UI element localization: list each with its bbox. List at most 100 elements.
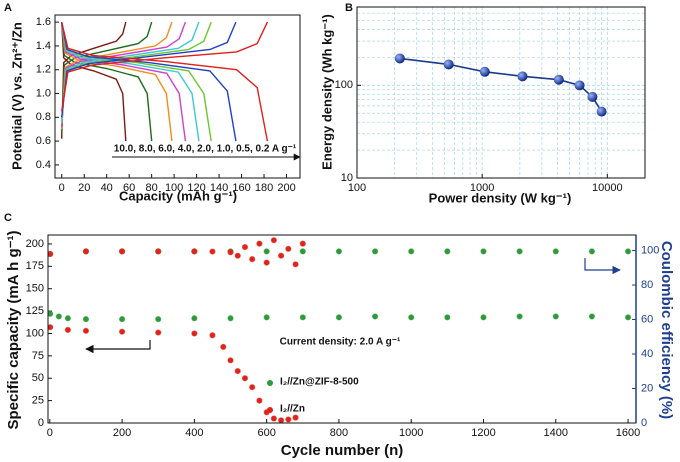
panel-label: C — [4, 212, 12, 224]
point — [588, 248, 596, 255]
y-tick-label: 50 — [32, 372, 44, 384]
point — [443, 59, 454, 70]
point — [82, 316, 90, 323]
point — [480, 248, 487, 255]
point — [553, 74, 564, 85]
y2-tick-label: 60 — [641, 313, 653, 325]
y-tick-label: 1.2 — [36, 64, 51, 76]
point — [263, 248, 270, 255]
point — [624, 248, 632, 255]
x-tick-label: 1200 — [471, 427, 495, 439]
point — [48, 324, 54, 331]
point — [48, 310, 54, 317]
point — [285, 416, 292, 423]
point — [118, 248, 126, 255]
y-tick-label: 25 — [32, 395, 44, 407]
point — [263, 314, 270, 321]
y-tick-label: 10 — [341, 172, 353, 184]
y-tick-label: 0.4 — [36, 159, 51, 171]
point — [479, 66, 490, 77]
y-tick-label: 125 — [26, 305, 44, 317]
point — [48, 250, 54, 258]
point — [191, 248, 198, 255]
plot-area — [48, 237, 632, 423]
point — [299, 314, 306, 321]
point — [118, 316, 126, 323]
x-axis-title: Cycle number (n) — [281, 442, 404, 459]
point — [516, 248, 523, 255]
x-tick-label: 1600 — [616, 427, 640, 439]
point — [234, 252, 241, 259]
x-tick-label: 140 — [210, 182, 228, 194]
point — [517, 71, 528, 82]
panel-label: A — [4, 2, 12, 14]
point — [588, 313, 596, 320]
point — [227, 315, 234, 322]
point — [444, 248, 451, 255]
point — [227, 249, 234, 256]
point — [335, 314, 343, 321]
y-tick-label: 100 — [335, 79, 353, 91]
y-tick-label: 1.6 — [36, 16, 51, 28]
legend-marker — [267, 380, 273, 386]
point — [552, 248, 559, 255]
point — [118, 328, 126, 335]
point — [408, 314, 415, 321]
y2-tick-label: 20 — [641, 382, 653, 394]
point — [220, 343, 227, 351]
x-axis-title: Capacity (mAh g⁻¹) — [119, 188, 237, 203]
point — [55, 313, 62, 320]
point — [270, 415, 277, 422]
point — [209, 332, 216, 339]
series-line — [399, 57, 603, 113]
x-tick-label: 160 — [232, 182, 250, 194]
y-tick-label: 200 — [26, 238, 44, 250]
x-tick-label: 1400 — [544, 427, 568, 439]
right-axis-arrow — [584, 258, 621, 275]
x-tick-label: 80 — [146, 182, 158, 194]
point — [155, 329, 162, 336]
y-tick-label: 0.6 — [36, 135, 51, 147]
y-axis-title: Potential (V) vs. Zn²⁺/Zn — [9, 22, 24, 170]
point — [292, 261, 299, 268]
point — [371, 248, 379, 255]
plot-frame — [54, 14, 301, 179]
annotation: Current density: 2.0 A g⁻¹ — [280, 337, 401, 348]
point — [241, 243, 249, 251]
left-axis-arrow — [85, 340, 151, 354]
plot-frame — [356, 6, 646, 179]
point — [408, 248, 415, 255]
y-tick-label: 150 — [26, 283, 44, 295]
point — [234, 367, 241, 375]
series-line — [61, 21, 269, 142]
series-line — [61, 21, 173, 142]
y-tick-label: 75 — [32, 350, 44, 362]
x-tick-label: 0 — [59, 182, 65, 194]
x-tick-label: 100 — [348, 182, 366, 194]
point — [241, 375, 249, 382]
point — [552, 313, 559, 320]
legend-label: I₂//Zn@ZIF-8-500 — [280, 377, 359, 388]
x-tick-label: 120 — [187, 182, 205, 194]
point — [299, 240, 306, 247]
series-line — [61, 21, 237, 142]
x-tick-label: 1000 — [399, 427, 423, 439]
point — [227, 357, 234, 364]
point — [155, 248, 162, 255]
point — [335, 248, 343, 255]
point — [596, 106, 607, 117]
point — [299, 248, 306, 255]
x-axis-title: Power density (W kg⁻¹) — [429, 190, 572, 205]
y-tick-label: 175 — [26, 260, 44, 272]
y-tick-label: 1.0 — [36, 87, 51, 99]
x-tick-label: 10000 — [592, 182, 623, 194]
x-tick-label: 1000 — [470, 182, 494, 194]
y-tick-label: 100 — [26, 327, 44, 339]
point — [371, 313, 379, 320]
point — [64, 315, 71, 322]
panel-label: B — [345, 2, 353, 14]
y2-tick-label: 0 — [641, 417, 647, 429]
point — [191, 315, 198, 322]
x-tick-label: 200 — [113, 427, 131, 439]
